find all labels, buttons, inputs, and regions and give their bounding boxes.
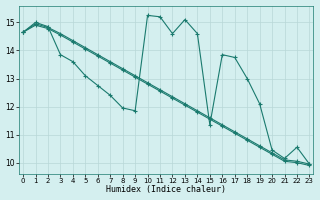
X-axis label: Humidex (Indice chaleur): Humidex (Indice chaleur) [106,185,226,194]
